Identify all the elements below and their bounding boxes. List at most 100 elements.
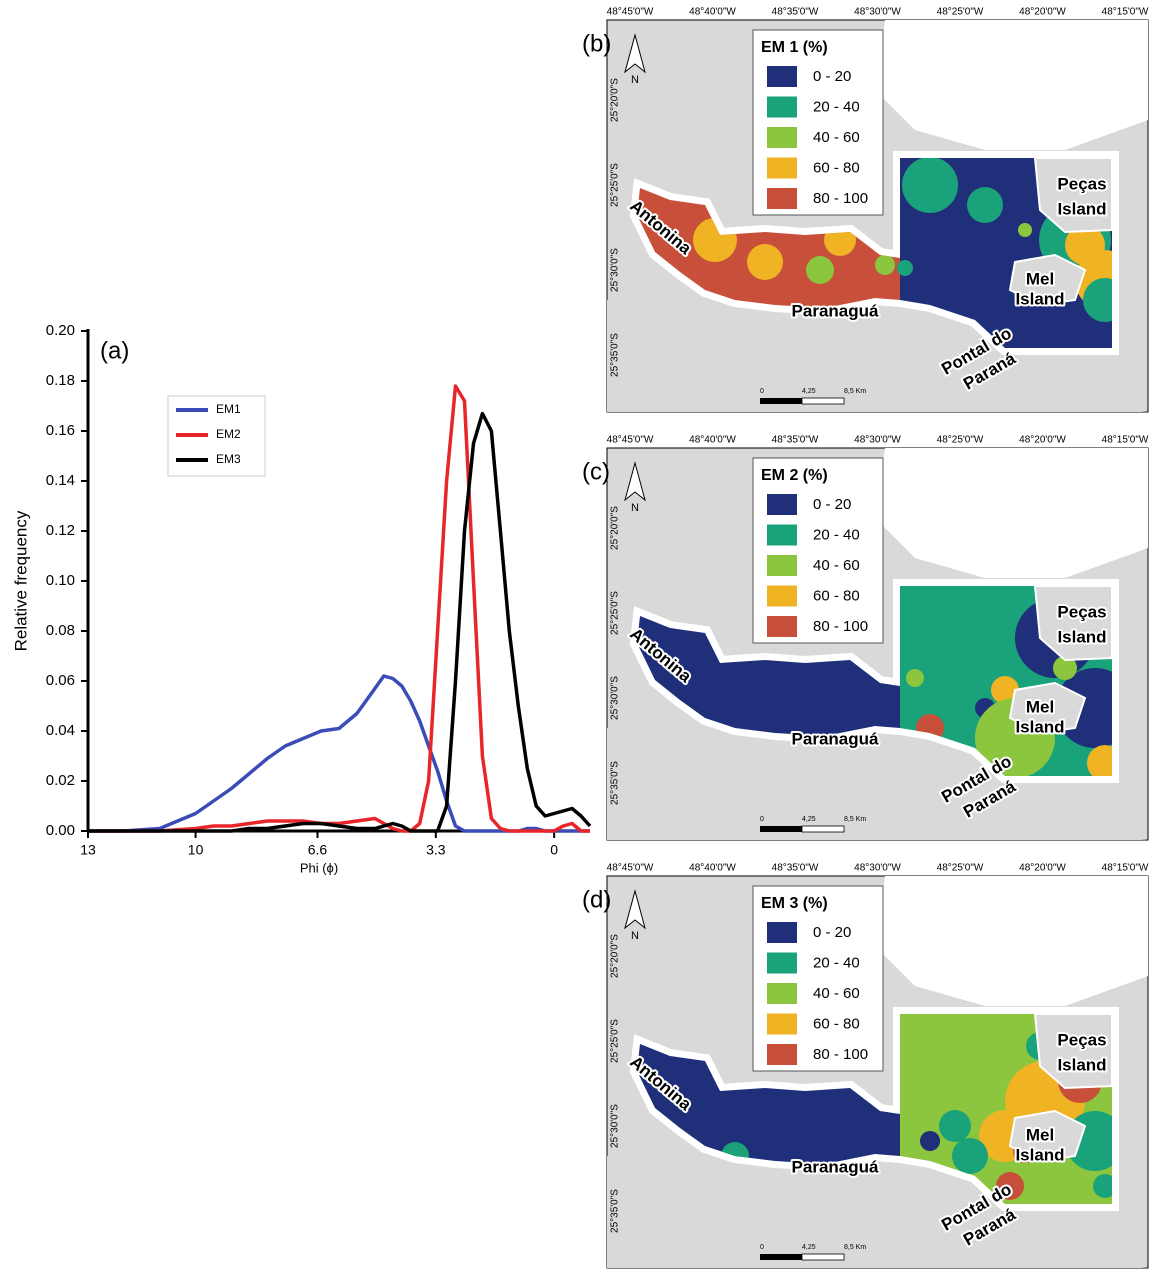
y-tick-label: 0.02 (46, 772, 75, 789)
scale-label: 4,25 (802, 816, 816, 823)
latitude-label: 25°35'0"S (610, 1189, 621, 1233)
zone-blob (1093, 1174, 1112, 1198)
zone-blob (967, 187, 1003, 223)
legend-title: EM 1 (%) (761, 39, 828, 56)
longitude-label: 48°20'0"W (1019, 863, 1066, 874)
legend-box (752, 29, 884, 216)
map-panel: (d) 48°45'0"W 48°40'0"W 48°35'0"W 48°30'0"W 4… (582, 863, 1149, 1269)
series-line (88, 411, 592, 833)
legend-label: 0 - 20 (813, 496, 851, 513)
legend-label: 80 - 100 (813, 618, 868, 635)
longitude-label: 48°15'0"W (1102, 7, 1149, 18)
zone-blob (1053, 656, 1077, 680)
legend-label: 80 - 100 (813, 190, 868, 207)
zone-blob (920, 1131, 940, 1151)
latitude-label: 25°30'0"S (610, 676, 621, 720)
zone-blob (875, 255, 895, 275)
place-label: Peças (1057, 1030, 1106, 1049)
latitude-label: 25°20'0"S (610, 506, 621, 550)
legend-label: EM1 (216, 402, 241, 416)
scale-bar-black (760, 398, 802, 404)
y-tick-label: 0.14 (46, 472, 75, 489)
pecas-island (1033, 1013, 1113, 1090)
legend-label: 20 - 40 (813, 526, 860, 543)
legend-swatch (767, 952, 797, 974)
series-line (88, 384, 590, 833)
place-label: Mel (1026, 1125, 1054, 1144)
legend-swatch (767, 1044, 797, 1065)
legend-swatch (767, 585, 797, 607)
zone-blob (1018, 223, 1032, 237)
legend-swatch (767, 555, 797, 576)
scale-label: 0 (760, 816, 764, 823)
zone-blob (996, 1172, 1024, 1200)
mainland-south (607, 728, 1148, 840)
x-tick-label: 3.3 (426, 842, 446, 858)
panel-label: (d) (582, 886, 611, 913)
zone-blob (1087, 745, 1112, 776)
longitude-label: 48°45'0"W (607, 435, 654, 446)
north-label: N (631, 74, 639, 86)
scale-label: 4,25 (802, 1244, 816, 1251)
x-tick-label: 10 (188, 842, 204, 858)
scale-label: 8,5 Km (844, 1244, 866, 1251)
zone-west (637, 616, 900, 736)
latitude-label: 25°20'0"S (610, 934, 621, 978)
scale-bar-white (801, 1253, 845, 1261)
scale-bar-white (801, 397, 845, 405)
pecas-island (1033, 585, 1113, 662)
x-axis-label: Phi (ϕ) (300, 860, 338, 875)
north-arrow (624, 889, 646, 930)
north-label: N (631, 502, 639, 514)
place-label: Mel (1026, 697, 1054, 716)
scale-label: 0 (760, 1244, 764, 1251)
longitude-label: 48°30'0"W (854, 7, 901, 18)
north-arrow (624, 461, 646, 502)
legend-label: 80 - 100 (813, 1046, 868, 1063)
bay-north (875, 876, 1148, 1006)
mainland-south (607, 300, 1148, 412)
y-axis-label: Relative frequency (11, 510, 30, 651)
map-panel: (c) 48°45'0"W 48°40'0"W 48°35'0"W 48°30'0"W 4… (582, 435, 1149, 841)
place-label: Island (1057, 1055, 1106, 1074)
zone-blob (952, 1138, 988, 1174)
longitude-label: 48°35'0"W (772, 435, 819, 446)
mel-island (1008, 253, 1087, 307)
place-label: Peças (1057, 602, 1106, 621)
latitude-label: 25°35'0"S (610, 333, 621, 377)
legend-swatch (767, 66, 797, 87)
scale-bar-black (760, 1254, 802, 1260)
legend-label: 0 - 20 (813, 68, 851, 85)
longitude-label: 48°30'0"W (854, 863, 901, 874)
zone-blob (991, 676, 1019, 704)
longitude-label: 48°45'0"W (607, 863, 654, 874)
legend-swatch (767, 922, 797, 943)
y-tick-label: 0.18 (46, 372, 75, 389)
longitude-label: 48°25'0"W (937, 435, 984, 446)
latitude-label: 25°25'0"S (610, 163, 621, 207)
zone-west (637, 1044, 900, 1164)
legend-swatch (767, 616, 797, 637)
legend-title: EM 3 (%) (761, 895, 828, 912)
latitude-label: 25°30'0"S (610, 248, 621, 292)
legend-label: 0 - 20 (813, 924, 851, 941)
y-tick-label: 0.08 (46, 622, 75, 639)
longitude-label: 48°15'0"W (1102, 435, 1149, 446)
scale-bar-black (760, 826, 802, 832)
legend-swatch (767, 983, 797, 1004)
legend-label: 40 - 60 (813, 557, 860, 574)
legend-box (752, 885, 884, 1072)
mel-island (1008, 681, 1087, 735)
legend-label: EM2 (216, 427, 241, 441)
place-label: Paranaguá (792, 1157, 879, 1176)
latitude-label: 25°20'0"S (610, 78, 621, 122)
north-arrow (624, 33, 646, 74)
zone-blob (806, 256, 834, 284)
x-tick-label: 13 (80, 842, 96, 858)
place-label: Island (1057, 199, 1106, 218)
y-tick-label: 0.16 (46, 422, 75, 439)
scale-label: 0 (760, 388, 764, 395)
bay-north (875, 448, 1148, 578)
legend-swatch (767, 188, 797, 209)
